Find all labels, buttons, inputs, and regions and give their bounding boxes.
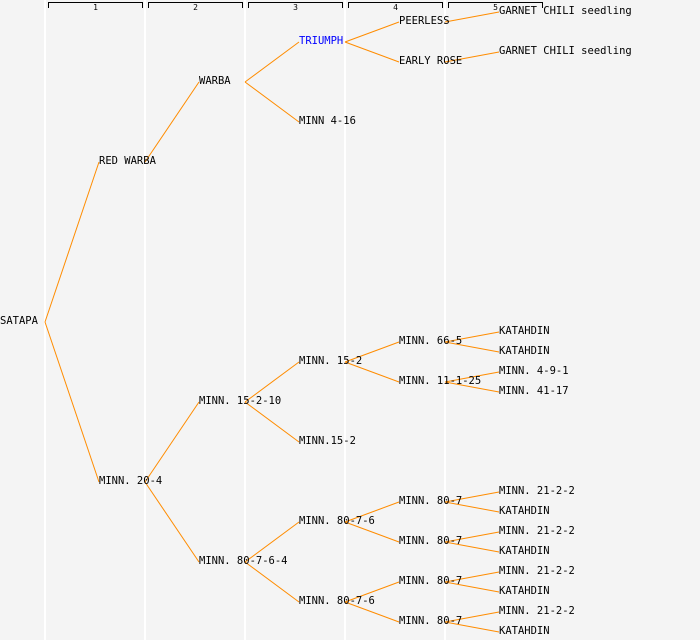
pedigree-node[interactable]: GARNET CHILI seedling [499, 45, 632, 57]
generation-header: 1 [48, 2, 143, 12]
generation-number: 5 [493, 3, 498, 12]
parent-link [444, 581, 500, 593]
column-divider [44, 0, 46, 640]
parent-link [344, 521, 400, 543]
parent-link [444, 51, 500, 63]
parent-link [444, 331, 500, 343]
pedigree-node[interactable]: MINN. 41-17 [499, 385, 569, 397]
pedigree-node[interactable]: MINN. 80-7 [399, 615, 463, 627]
parent-link [244, 401, 300, 443]
parent-link [444, 341, 500, 353]
parent-link [444, 501, 500, 513]
parent-link [344, 601, 400, 623]
parent-link [444, 381, 500, 393]
pedigree-node[interactable]: KATAHDIN [499, 325, 550, 337]
pedigree-node[interactable]: KATAHDIN [499, 505, 550, 517]
parent-link [44, 321, 100, 483]
pedigree-node[interactable]: MINN. 21-2-2 [499, 485, 575, 497]
generation-header: 2 [148, 2, 243, 12]
pedigree-node[interactable]: MINN. 80-7 [399, 535, 463, 547]
pedigree-node[interactable]: KATAHDIN [499, 345, 550, 357]
pedigree-node[interactable]: MINN. 80-7-6-4 [199, 555, 288, 567]
pedigree-node[interactable]: WARBA [199, 75, 231, 87]
parent-link [144, 81, 200, 163]
parent-link [244, 361, 300, 403]
pedigree-node[interactable]: MINN. 20-4 [99, 475, 163, 487]
pedigree-node[interactable]: MINN. 15-2 [299, 355, 363, 367]
pedigree-node[interactable]: GARNET CHILI seedling [499, 5, 632, 17]
pedigree-node[interactable]: MINN. 21-2-2 [499, 605, 575, 617]
parent-link [344, 21, 400, 43]
generation-header: 4 [348, 2, 443, 12]
pedigree-node[interactable]: MINN. 15-2-10 [199, 395, 282, 407]
parent-link [244, 561, 300, 603]
pedigree-node[interactable]: KATAHDIN [499, 625, 550, 637]
pedigree-node[interactable]: MINN. 80-7-6 [299, 515, 375, 527]
pedigree-node[interactable]: MINN. 21-2-2 [499, 565, 575, 577]
pedigree-node[interactable]: MINN.15-2 [299, 435, 356, 447]
pedigree-node[interactable]: MINN. 66-5 [399, 335, 463, 347]
column-divider [344, 0, 346, 640]
pedigree-node[interactable]: MINN. 11-1-25 [399, 375, 482, 387]
pedigree-node[interactable]: SATAPA [0, 315, 38, 327]
generation-header: 5 [448, 2, 543, 12]
parent-link [344, 41, 400, 63]
pedigree-node[interactable]: EARLY ROSE [399, 55, 463, 67]
pedigree-node[interactable]: MINN. 21-2-2 [499, 525, 575, 537]
parent-link [444, 371, 500, 383]
parent-link [244, 521, 300, 563]
pedigree-node[interactable]: MINN. 80-7 [399, 495, 463, 507]
parent-link [444, 541, 500, 553]
generation-number: 4 [393, 3, 398, 12]
column-divider [444, 0, 446, 640]
column-divider [144, 0, 146, 640]
pedigree-node[interactable]: MINN. 80-7 [399, 575, 463, 587]
pedigree-node[interactable]: TRIUMPH [299, 35, 344, 47]
parent-link [244, 81, 300, 123]
pedigree-node[interactable]: KATAHDIN [499, 585, 550, 597]
generation-number: 2 [193, 3, 198, 12]
generation-number: 1 [93, 3, 98, 12]
parent-link [344, 341, 400, 363]
parent-link [444, 11, 500, 23]
pedigree-node[interactable]: MINN 4-16 [299, 115, 356, 127]
parent-link [444, 531, 500, 543]
parent-link [444, 621, 500, 633]
pedigree-node[interactable]: RED WARBA [99, 155, 156, 167]
parent-link [44, 161, 100, 323]
parent-link [344, 581, 400, 603]
generation-header: 3 [248, 2, 343, 12]
parent-link [244, 41, 300, 83]
parent-link [144, 481, 200, 563]
pedigree-node[interactable]: MINN. 4-9-1 [499, 365, 569, 377]
pedigree-node[interactable]: PEERLESS [399, 15, 450, 27]
pedigree-node[interactable]: KATAHDIN [499, 545, 550, 557]
parent-link [444, 611, 500, 623]
generation-number: 3 [293, 3, 298, 12]
parent-link [444, 491, 500, 503]
parent-link [444, 571, 500, 583]
parent-link [344, 501, 400, 523]
column-divider [244, 0, 246, 640]
parent-link [344, 361, 400, 383]
pedigree-node[interactable]: MINN. 80-7-6 [299, 595, 375, 607]
parent-link [144, 401, 200, 483]
